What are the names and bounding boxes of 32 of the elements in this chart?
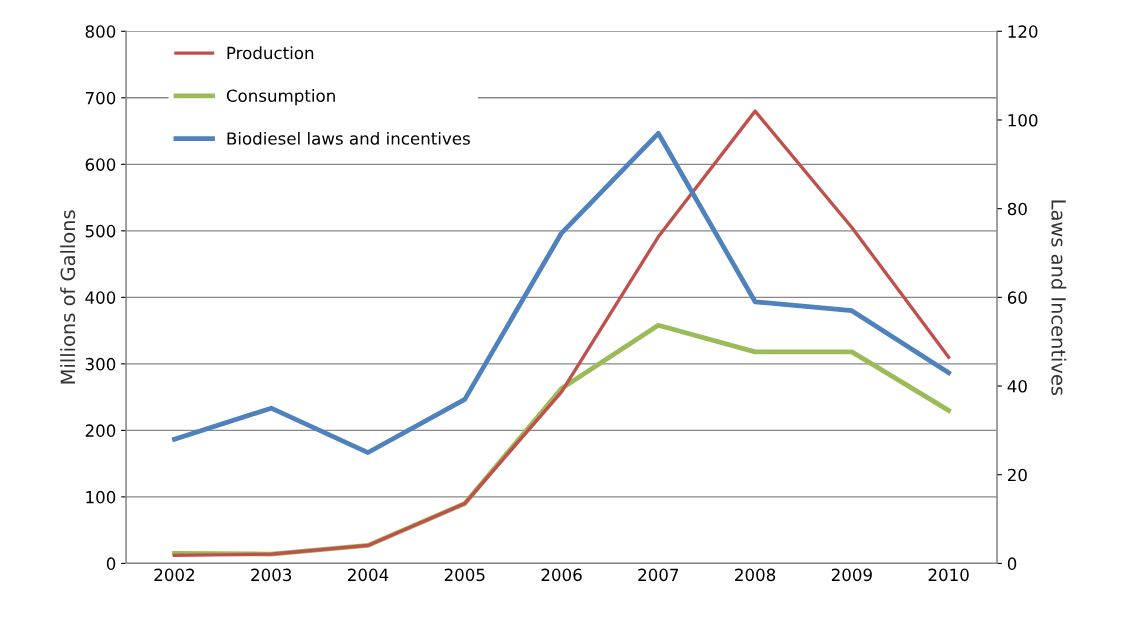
y-tick-label: 200 [85,424,116,437]
legend-label: Production [227,46,314,60]
y-tick-label: 100 [86,490,116,504]
y-tick-label: 400 [85,291,116,304]
legend-label: Consumption [226,89,335,106]
y2-axis-title: Laws and Incentives [1051,200,1067,396]
y2-tick-label: 20 [1007,468,1027,482]
y-tick-label: 600 [85,158,116,171]
y-tick-label: 700 [85,91,116,105]
y-tick-label: 500 [85,224,116,238]
x-tick-label: 2008 [735,568,776,582]
x-tick-label: 2009 [831,568,872,582]
line-series [172,130,951,455]
x-tick-label: 2003 [251,568,292,582]
y2-tick-label: 120 [1008,25,1038,38]
y2-tick-label: 0 [1007,557,1017,570]
x-tick-label: 2010 [928,568,969,582]
x-tick-label: 2004 [348,568,389,582]
y-tick-label: 300 [85,357,116,371]
x-tick-label: 2007 [638,568,679,582]
y-tick-label: 800 [85,25,116,38]
y-axis-title: Millions of Gallons [60,210,76,384]
line-series [172,109,951,558]
x-tick-label: 2006 [541,568,582,582]
x-tick-label: 2002 [154,568,194,582]
legend-label: Biodiesel laws and incentives [227,131,470,145]
x-tick-label: 2005 [444,568,485,582]
y2-tick-label: 40 [1007,380,1027,393]
y2-tick-label: 80 [1007,202,1027,216]
y2-tick-label: 100 [1008,113,1038,127]
y2-tick-label: 60 [1007,291,1027,304]
y-tick-label: 0 [106,557,116,570]
